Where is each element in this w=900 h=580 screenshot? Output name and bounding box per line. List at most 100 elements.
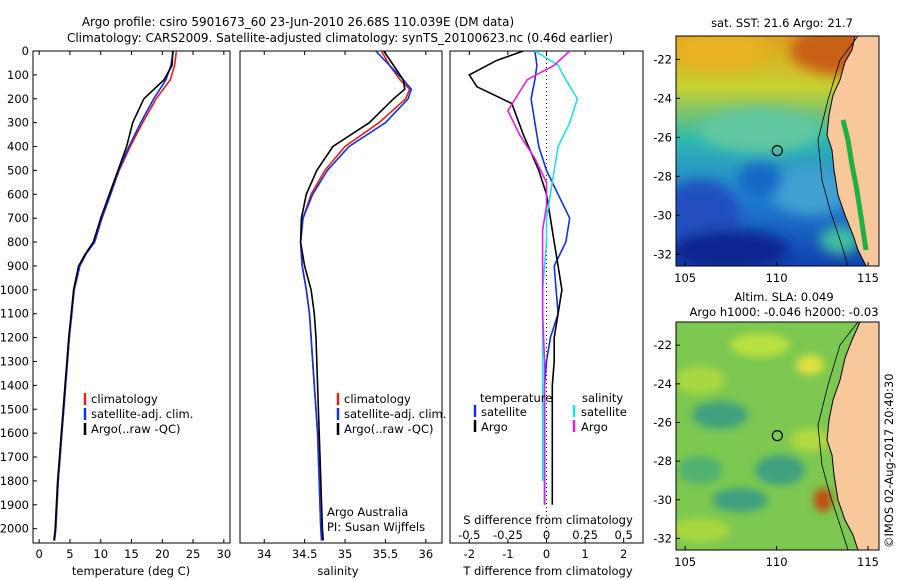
pi-label: PI: Susan Wijffels xyxy=(327,520,425,534)
series-line-s-satellite xyxy=(534,51,579,481)
y-tick-label: 1800 xyxy=(0,474,29,488)
sst-map-axes: 105 110 115 -22 -24 -26 -28 -30 -32 xyxy=(653,52,879,285)
x-tick-label: -2 xyxy=(464,547,475,561)
y-tick-label: 200 xyxy=(7,92,29,106)
difference-plot-frame xyxy=(449,50,644,544)
difference-panel: -2 -1 0 1 2 temperature salinity satellite s… xyxy=(449,50,644,578)
legend-label-argo: Argo(..raw -QC) xyxy=(344,422,434,436)
map-y-tick-label: -24 xyxy=(653,91,672,105)
map-y-tick-label: -30 xyxy=(653,208,672,222)
y-tick-label: 1400 xyxy=(0,378,29,392)
sst-map-panel: sat. SST: 21.6 Argo: 21.7 105 110 115 -22 -2… xyxy=(653,16,880,285)
sla-features xyxy=(676,333,832,542)
map-y-tick-label: -22 xyxy=(653,338,672,352)
profile-location-marker xyxy=(771,145,783,157)
cool-water xyxy=(770,165,850,215)
temperature-panel: 0100200300400500600700800900100011001200… xyxy=(0,44,231,578)
bathymetry-contour xyxy=(817,36,859,266)
legend-label-climatology: climatology xyxy=(344,392,411,406)
x-tick-label: 0 xyxy=(35,547,42,561)
map-y-tick-label: -26 xyxy=(653,415,672,429)
sla-high-anomaly xyxy=(814,488,832,512)
s-tick-label: -0.5 xyxy=(458,528,480,542)
s-difference-label: S difference from climatology xyxy=(463,513,633,527)
sla-map-axes: 105 110 115 -22 -24 -26 -28 -30 -32 xyxy=(653,338,879,569)
s-difference-ticks: -0.5 -0.25 0 0.25 0.5 xyxy=(458,528,633,542)
salinity-x-label: salinity xyxy=(317,564,358,578)
sla-anomaly xyxy=(678,456,722,484)
difference-series xyxy=(468,51,579,505)
legend-label-argo: Argo(..raw -QC) xyxy=(91,422,181,436)
y-tick-label: 1000 xyxy=(0,283,29,297)
sst-map-title: sat. SST: 21.6 Argo: 21.7 xyxy=(711,16,853,30)
legend-label-s-argo: Argo xyxy=(581,420,608,434)
map-x-tick-label: 115 xyxy=(857,555,879,569)
sla-anomaly xyxy=(676,518,730,542)
temperature-series xyxy=(53,51,178,541)
y-tick-label: 1300 xyxy=(0,354,29,368)
y-tick-label: 1900 xyxy=(0,498,29,512)
cool-water xyxy=(676,230,790,266)
map-y-tick-label: -22 xyxy=(653,52,672,66)
x-tick-label: 5 xyxy=(66,547,73,561)
map-y-tick-label: -28 xyxy=(653,169,672,183)
y-tick-label: 800 xyxy=(7,235,29,249)
y-tick-label: 0 xyxy=(22,44,29,58)
title-line-1: Argo profile: csiro 5901673_60 23-Jun-20… xyxy=(82,15,514,29)
salinity-panel: 34 34.5 35 35.5 36 salinity climatology sate… xyxy=(239,50,446,578)
temperature-plot-frame xyxy=(32,50,231,544)
x-tick-label: 30 xyxy=(217,547,232,561)
y-tick-label: 600 xyxy=(7,187,29,201)
y-tick-label: 500 xyxy=(7,163,29,177)
map-x-tick-label: 110 xyxy=(766,555,788,569)
sla-anomaly xyxy=(692,401,748,429)
y-tick-label: 400 xyxy=(7,140,29,154)
y-tick-label: 1600 xyxy=(0,426,29,440)
sla-map-title-line-2: Argo h1000: -0.046 h2000: -0.03 xyxy=(689,305,878,319)
map-y-tick-label: -32 xyxy=(653,247,672,261)
sla-anomaly xyxy=(730,333,790,357)
y-tick-label: 700 xyxy=(7,211,29,225)
map-y-tick-label: -32 xyxy=(653,531,672,545)
y-tick-label: 1500 xyxy=(0,402,29,416)
sla-map-field xyxy=(676,322,879,550)
salinity-plot-frame xyxy=(239,50,443,544)
x-tick-label: 2 xyxy=(620,547,627,561)
s-tick-label: 0 xyxy=(543,528,550,542)
legend-label-satellite: satellite-adj. clim. xyxy=(91,407,193,421)
map-y-tick-label: -24 xyxy=(653,377,672,391)
x-tick-label: 34.5 xyxy=(292,547,318,561)
s-tick-label: 0.5 xyxy=(615,528,633,542)
s-tick-label: -0.25 xyxy=(493,528,523,542)
map-y-tick-label: -30 xyxy=(653,493,672,507)
legend-head-temperature: temperature xyxy=(480,391,552,405)
x-tick-label: 35 xyxy=(338,547,353,561)
series-line-argo xyxy=(299,51,406,541)
map-x-tick-label: 110 xyxy=(766,271,788,285)
difference-x-axis: -2 -1 0 1 2 xyxy=(464,51,627,561)
x-tick-label: 25 xyxy=(186,547,201,561)
land-mass xyxy=(826,36,879,266)
series-line-argo xyxy=(53,51,174,541)
x-tick-label: 35.5 xyxy=(373,547,399,561)
sla-map-frame xyxy=(675,321,880,551)
y-tick-label: 900 xyxy=(7,259,29,273)
map-y-tick-label: -26 xyxy=(653,130,672,144)
salinity-series xyxy=(299,51,413,541)
s-tick-label: 0.25 xyxy=(572,528,598,542)
legend-label-t-satellite: satellite xyxy=(481,405,527,419)
y-tick-label: 1700 xyxy=(0,450,29,464)
sla-anomaly xyxy=(755,455,805,485)
legend-label-climatology: climatology xyxy=(91,392,158,406)
salinity-x-axis: 34 34.5 35 35.5 36 xyxy=(257,51,433,561)
land-mass xyxy=(826,322,879,550)
y-tick-label: 2000 xyxy=(0,522,29,536)
x-tick-label: 0 xyxy=(543,547,550,561)
y-tick-label: 100 xyxy=(7,68,29,82)
temperature-y-axis: 0 100 200 300 400 500 600 700 800 900 1000 1100 1200… xyxy=(0,44,37,536)
legend-label-t-argo: Argo xyxy=(481,420,508,434)
x-tick-label: 34 xyxy=(257,547,272,561)
x-tick-label: 10 xyxy=(93,547,108,561)
title-line-2: Climatology: CARS2009. Satellite-adjuste… xyxy=(67,31,613,45)
